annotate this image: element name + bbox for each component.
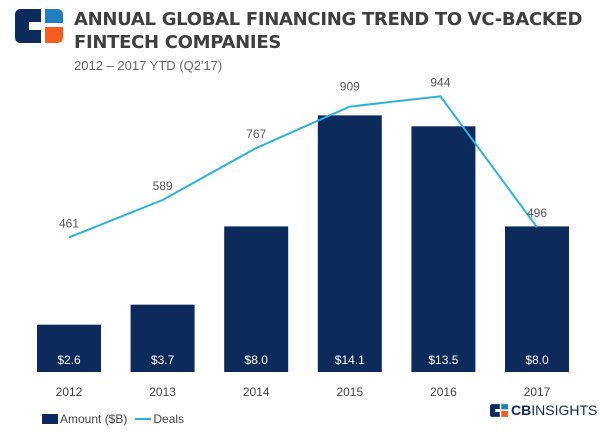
bar-label-2014: $8.0 (245, 353, 269, 367)
title-line-1: ANNUAL GLOBAL FINANCING TREND TO VC-BACK… (74, 9, 583, 30)
deals-label-2017: 496 (527, 206, 547, 220)
x-tick-2016: 2016 (430, 385, 457, 399)
cb-insights-brand: CB INSIGHTS (490, 402, 597, 418)
legend-swatch-amount (42, 414, 58, 424)
chart-title: ANNUAL GLOBAL FINANCING TREND TO VC-BACK… (74, 8, 582, 54)
x-tick-2015: 2015 (336, 385, 363, 399)
deals-label-2014: 767 (246, 127, 266, 141)
deals-line (68, 95, 538, 239)
bar-2013 (130, 304, 195, 372)
bar-2015 (317, 115, 382, 372)
bar-label-2015: $14.1 (335, 353, 365, 367)
legend-label-deals: Deals (153, 412, 185, 426)
bar-label-2016: $13.5 (428, 353, 458, 367)
brand-logo-icon (490, 403, 508, 417)
bar-2016 (411, 126, 476, 372)
deals-label-2016: 944 (430, 75, 450, 89)
x-tick-2012: 2012 (56, 385, 83, 399)
x-tick-2013: 2013 (149, 385, 176, 399)
title-line-2: FINTECH COMPANIES (74, 32, 281, 53)
bar-label-2013: $3.7 (151, 353, 175, 367)
legend-swatch-deals (135, 418, 152, 420)
x-tick-2014: 2014 (243, 385, 270, 399)
chart-subtitle: 2012 – 2017 YTD (Q2'17) (74, 58, 223, 73)
deals-label-2013: 589 (153, 179, 173, 193)
legend-label-amount: Amount ($B) (60, 412, 128, 426)
legend: Amount ($B) Deals (42, 412, 184, 426)
bar-2012 (37, 324, 101, 372)
brand-text: INSIGHTS (531, 402, 598, 418)
brand-text-bold: CB (511, 402, 532, 418)
deals-label-2012: 461 (59, 216, 79, 230)
x-tick-2017: 2017 (524, 385, 551, 399)
bar-2017 (505, 226, 569, 372)
cb-insights-logo-icon (15, 9, 63, 43)
bar-label-2017: $8.0 (525, 353, 549, 367)
bar-2014 (224, 226, 289, 372)
bar-label-2012: $2.6 (57, 353, 81, 367)
deals-label-2015: 909 (340, 80, 360, 94)
